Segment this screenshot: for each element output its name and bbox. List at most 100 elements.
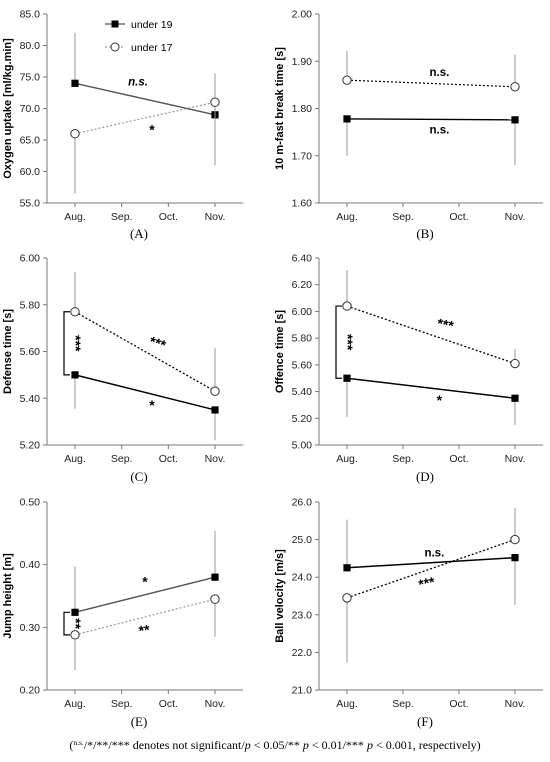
y-tick-label: 6.00 [292, 306, 313, 318]
significance-label: n.s. [424, 548, 444, 560]
significance-label: *** [147, 333, 168, 353]
x-tick-label: Sep. [392, 698, 414, 710]
caption-text: /*/**/*** denotes not significant/ [83, 738, 245, 752]
panel-label: (F) [417, 714, 433, 729]
significance-label: *** [417, 573, 437, 592]
x-tick-label: Sep. [111, 453, 133, 465]
data-point-under19 [343, 115, 351, 123]
y-tick-label: 24.0 [292, 572, 313, 584]
data-point-under17 [510, 82, 520, 92]
series-line-under17 [346, 305, 516, 365]
legend-marker [110, 42, 120, 52]
y-tick-label: 0.20 [20, 685, 41, 697]
data-point-under19 [511, 554, 519, 562]
data-point-under19 [71, 371, 79, 379]
y-tick-label: 85.0 [20, 9, 41, 21]
chart-panel-a: 55.0 60.0 65.0 70.0 75.0 80.0 85.0 Aug. Sep. Oct.… [2, 9, 243, 241]
y-tick-label: 6.00 [20, 253, 41, 265]
x-tick-label: Oct. [159, 211, 178, 223]
series-line-under17 [74, 101, 216, 135]
figure-caption: (n.s./*/**/*** denotes not significant/p… [69, 738, 481, 752]
y-tick-label: 0.30 [20, 622, 41, 634]
significance-label: *** [436, 315, 456, 334]
caption-t2: < 0.01/*** [308, 738, 367, 752]
data-point-under17 [210, 386, 220, 396]
x-tick-label: Sep. [392, 211, 414, 223]
x-tick-label: Aug. [64, 453, 86, 465]
data-point-under17 [342, 593, 352, 603]
data-point-under19 [71, 79, 79, 87]
x-tick-label: Nov. [505, 211, 526, 223]
series-line-under17 [74, 311, 216, 392]
significance-label: n.s. [429, 67, 449, 79]
series-line-under19 [74, 374, 216, 411]
x-tick-label: Sep. [111, 698, 133, 710]
caption-t1: < 0.05/** [250, 738, 303, 752]
significance-label: * [142, 574, 148, 590]
series-line-under19 [346, 118, 516, 121]
y-tick-label: 1.80 [292, 103, 313, 115]
data-point-under19 [71, 608, 79, 616]
y-axis-label: Ball velocity [m/s] [274, 549, 286, 643]
x-tick-label: Aug. [64, 698, 86, 710]
significance-label: * [149, 397, 155, 413]
panel-label: (C) [130, 469, 147, 484]
y-axis-label: Offence time [s] [274, 310, 286, 393]
series-line-under19 [74, 82, 216, 116]
x-tick-label: Nov. [505, 698, 526, 710]
legend-label: under 19 [131, 19, 173, 31]
significance-bracket [63, 311, 70, 376]
y-tick-label: 2.00 [292, 9, 313, 21]
y-tick-label: 1.90 [292, 56, 313, 68]
x-tick-label: Oct. [449, 211, 468, 223]
x-tick-label: Nov. [205, 453, 226, 465]
significance-label: n.s. [128, 76, 148, 88]
significance-bracket [63, 611, 70, 636]
panel-label: (B) [416, 226, 433, 241]
data-point-under19 [343, 564, 351, 572]
y-tick-label: 55.0 [20, 198, 41, 210]
significance-label: *** [68, 335, 84, 352]
y-tick-label: 23.0 [292, 609, 313, 621]
data-point-under17 [510, 534, 520, 545]
series-line-under17 [74, 598, 216, 636]
data-point-under17 [210, 594, 220, 604]
x-tick-label: Aug. [64, 211, 86, 223]
x-tick-label: Nov. [505, 453, 526, 465]
series-line-under19 [74, 576, 216, 614]
data-point-under17 [342, 301, 352, 311]
panel-label: (A) [130, 226, 148, 241]
y-tick-label: 65.0 [20, 135, 41, 147]
data-point-under19 [211, 406, 219, 414]
x-tick-label: Oct. [159, 453, 178, 465]
data-point-under17 [342, 75, 352, 85]
significance-label: n.s. [429, 124, 449, 136]
significance-label: ** [138, 621, 152, 639]
y-tick-label: 0.50 [20, 497, 41, 509]
chart-panel-f: 21.0 22.0 23.0 24.0 25.0 26.0 Aug. Sep. Oct. Nov.… [274, 497, 543, 729]
panel-label: (E) [131, 714, 148, 729]
y-axis-label: Defense time [s] [2, 309, 14, 394]
y-axis-label: Jump height [m] [2, 553, 14, 639]
y-tick-label: 1.60 [292, 198, 313, 210]
caption-p2: p [302, 738, 309, 752]
data-point-under17 [210, 97, 220, 107]
significance-label: * [149, 121, 155, 137]
figure: 55.0 60.0 65.0 70.0 75.0 80.0 85.0 Aug. Sep. Oct.… [2, 9, 543, 729]
caption-t3: < 0.001, respectively) [372, 738, 481, 752]
y-tick-label: 22.0 [292, 647, 313, 659]
significance-label: ** [68, 618, 84, 629]
y-tick-label: 5.20 [20, 440, 41, 452]
y-tick-label: 80.0 [20, 40, 41, 52]
y-tick-label: 6.40 [292, 253, 313, 265]
y-axis-label: Oxygen uptake [ml/kg.min] [2, 38, 14, 179]
y-tick-label: 25.0 [292, 534, 313, 546]
data-point-under17 [70, 129, 80, 139]
y-tick-label: 5.80 [292, 333, 313, 345]
x-tick-label: Nov. [205, 698, 226, 710]
y-tick-label: 60.0 [20, 166, 41, 178]
y-tick-label: 5.40 [20, 393, 41, 405]
x-tick-label: Oct. [159, 698, 178, 710]
y-tick-label: 5.80 [20, 299, 41, 311]
x-tick-label: Aug. [336, 211, 358, 223]
